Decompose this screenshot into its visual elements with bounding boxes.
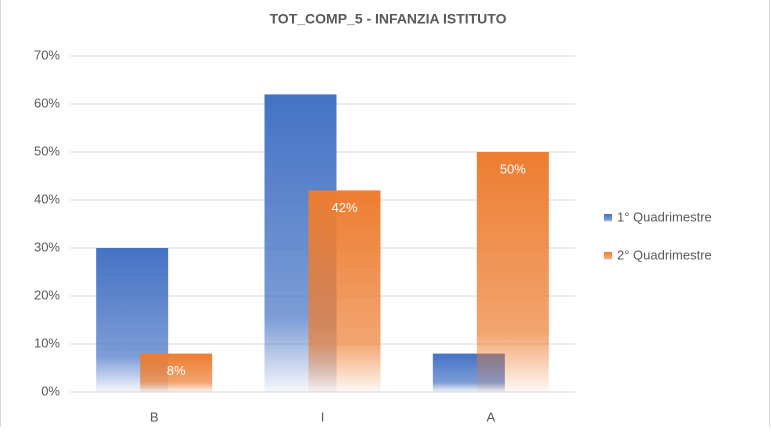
data-label: 8% xyxy=(167,363,186,378)
bar xyxy=(476,152,549,392)
x-tick-label: B xyxy=(150,409,159,424)
y-tick-label: 0% xyxy=(41,383,60,398)
bar xyxy=(308,190,381,392)
data-label: 50% xyxy=(500,161,526,176)
data-label: 42% xyxy=(331,200,357,215)
y-tick-label: 40% xyxy=(34,191,60,206)
bar xyxy=(140,353,213,392)
y-tick-label: 70% xyxy=(34,47,60,62)
y-tick-label: 30% xyxy=(34,239,60,254)
y-tick-label: 50% xyxy=(34,143,60,158)
x-tick-label: I xyxy=(321,409,325,424)
legend-swatch xyxy=(604,214,612,222)
y-tick-label: 20% xyxy=(34,287,60,302)
y-tick-label: 60% xyxy=(34,95,60,110)
y-tick-label: 10% xyxy=(34,335,60,350)
chart-title: TOT_COMP_5 - INFANZIA ISTITUTO xyxy=(270,11,507,27)
legend-label: 1° Quadrimestre xyxy=(617,209,712,224)
legend-label: 2° Quadrimestre xyxy=(617,247,712,262)
x-tick-label: A xyxy=(486,409,495,424)
legend-swatch xyxy=(604,252,612,260)
